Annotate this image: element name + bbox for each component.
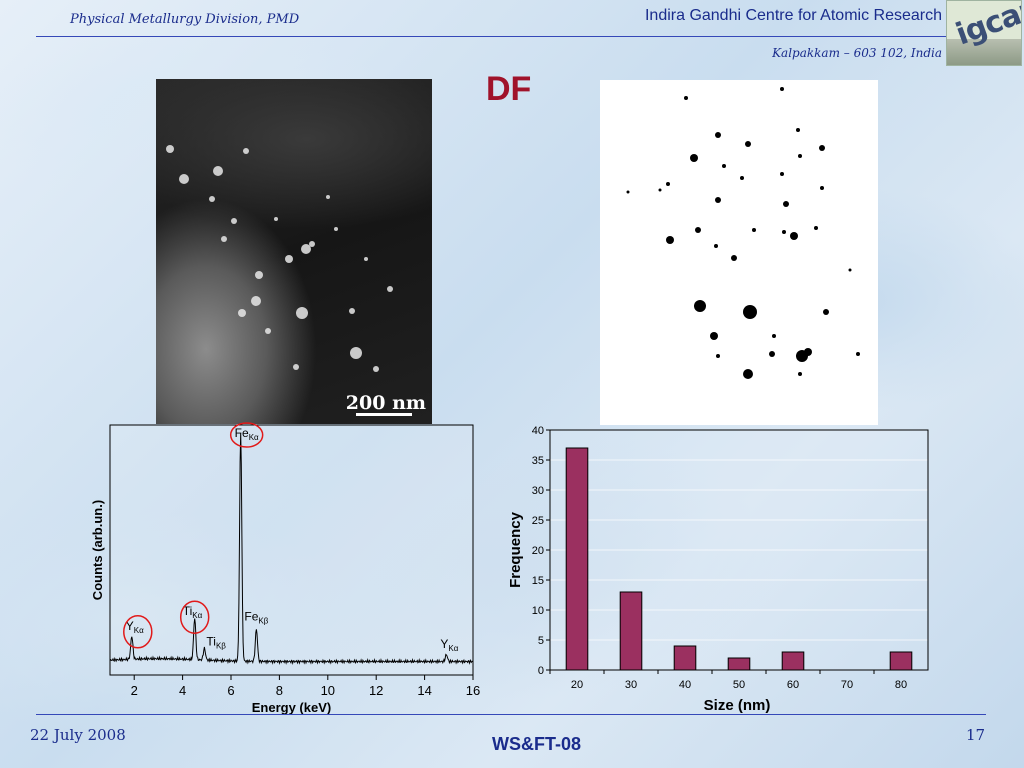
page-number: 17 [966,726,986,744]
eds-y-axis-label: Counts (arb.un.) [90,500,105,600]
histogram-bar [781,651,805,671]
histogram-y-tick-label: 0 [538,665,544,677]
institute-name: Indira Gandhi Centre for Atomic Research [644,7,942,24]
footer-date: 22 July 2008 [30,726,126,744]
eds-x-tick-label: 2 [131,683,138,698]
histogram-x-tick-label: 30 [625,679,637,691]
eds-x-axis-label: Energy (keV) [252,700,331,715]
eds-spectrum-line [109,432,473,666]
histogram-x-tick-label: 20 [571,679,583,691]
histogram-y-tick-label: 25 [532,515,544,527]
binary-particle-image [600,80,878,425]
histogram-svg: 0 5 10 15 20 25 30 35 40 20 30 40 50 60 70 80 Size (nm)… [507,425,929,714]
footer-event: WS&FT-08 [492,734,582,754]
institute-location: Kalpakkam – 603 102, India [772,46,942,60]
histogram-y-tick-label: 10 [532,605,544,617]
histogram-bar [565,447,589,671]
tem-particles [166,145,393,372]
eds-x-tick-label: 6 [227,683,234,698]
tem-dark-field-image: 200 nm [156,79,432,424]
size-histogram-chart: 0 5 10 15 20 25 30 35 40 20 30 40 50 60 70 80 Size (nm)… [498,420,938,716]
eds-plot-frame [109,424,474,676]
eds-x-tick-label: 12 [369,683,383,698]
histogram-x-tick-label: 70 [841,679,853,691]
igcar-logo: igcar [946,0,1022,66]
histogram-x-axis-label: Size (nm) [704,697,771,714]
histogram-x-tick-label: 50 [733,679,745,691]
histogram-y-tick-label: 40 [532,425,544,437]
histogram-bar [673,645,697,671]
histogram-y-tick-label: 35 [532,455,544,467]
eds-peak-highlight-circle [229,422,264,448]
histogram-y-tick-label: 5 [538,635,544,647]
histogram-x-tick-label: 80 [895,679,907,691]
histogram-y-axis-label: Frequency [507,511,524,588]
eds-peak-label: TiKβ [206,634,226,650]
eds-x-tick-label: 10 [321,683,335,698]
histogram-bar [619,591,643,671]
eds-x-tick-label: 14 [417,683,431,698]
binary-particles [626,87,860,379]
scale-bar [356,413,412,416]
eds-peak-label: TiKα [183,604,203,620]
histogram-x-tick-label: 40 [679,679,691,691]
division-name: Physical Metallurgy Division, PMD [70,12,300,27]
histogram-bar [727,657,751,671]
eds-peak-label: YKα [126,619,144,635]
histogram-bar [889,651,913,671]
header-rule [36,36,946,37]
histogram-plot-frame [549,429,929,671]
eds-peak-highlight-circle [123,615,153,649]
eds-x-tick-label: 16 [466,683,480,698]
histogram-y-tick-label: 15 [532,575,544,587]
eds-peak-label: FeKα [235,426,259,442]
histogram-y-tick-label: 20 [532,545,544,557]
eds-peak-label: YKα [440,637,458,653]
footer-rule [36,714,986,715]
eds-x-tick-label: 8 [276,683,283,698]
histogram-x-tick-label: 60 [787,679,799,691]
eds-peak-highlight-circle [179,600,210,634]
slide-title: DF [486,70,532,108]
eds-x-tick-label: 4 [179,683,186,698]
histogram-y-tick-label: 30 [532,485,544,497]
eds-spectrum-chart: 2 4 6 8 10 12 14 16 YKα TiKα TiKβ FeKα FeKβ YKα Ener… [90,420,490,716]
eds-peak-label: FeKβ [244,610,268,626]
scale-bar-label: 200 nm [345,392,426,414]
